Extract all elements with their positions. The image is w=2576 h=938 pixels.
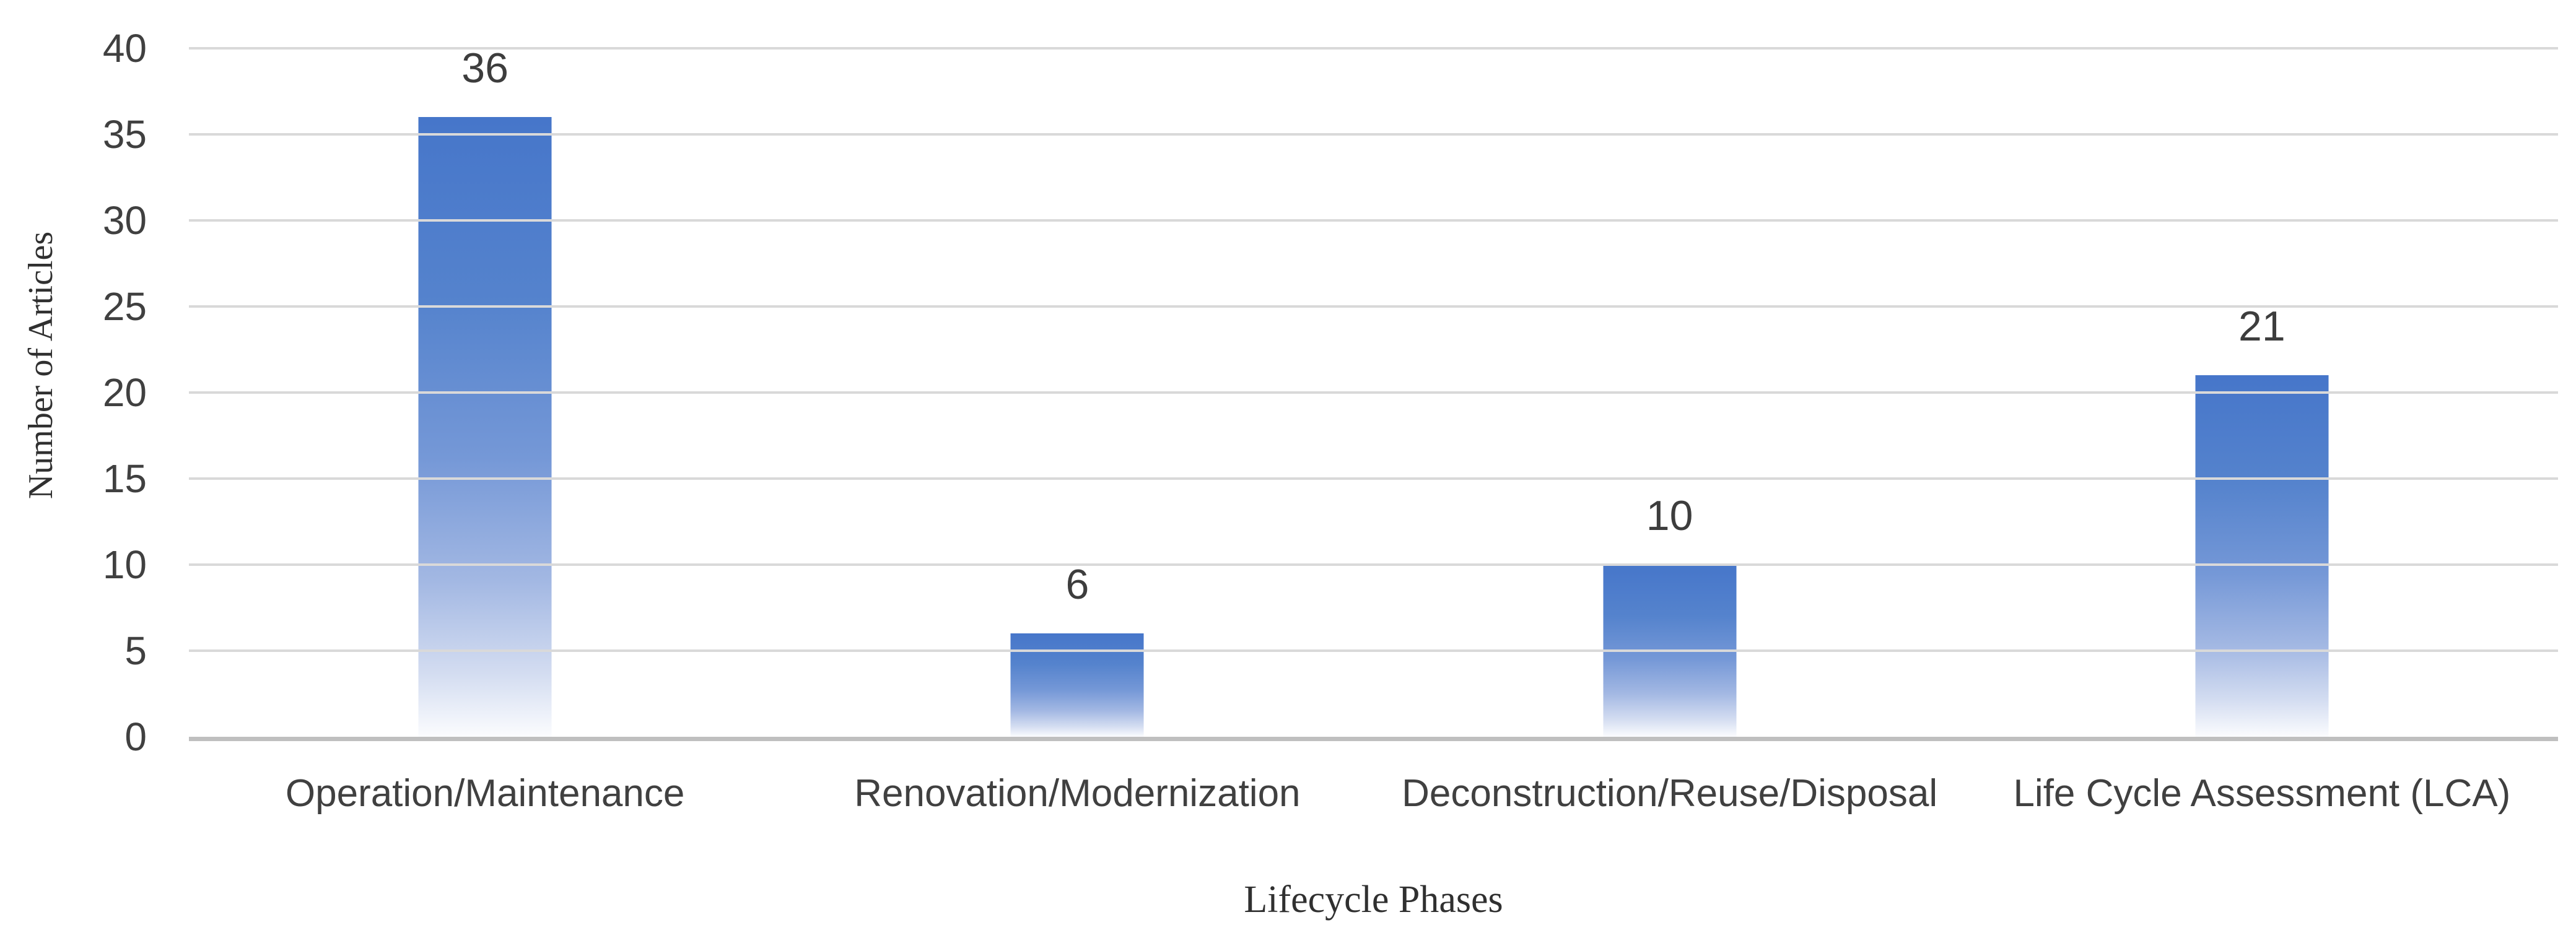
y-axis-title: Number of Articles — [22, 231, 60, 500]
category-cell-4: 21 — [1966, 48, 2558, 737]
category-labels-row: Operation/Maintenance Renovation/Moderniz… — [189, 772, 2558, 815]
category-label-2: Renovation/Modernization — [854, 772, 1301, 815]
y-tick-label-40: 40 — [102, 26, 147, 71]
y-tick-label-25: 25 — [102, 284, 147, 329]
category-label-1: Operation/Maintenance — [285, 772, 685, 815]
plot-area: 36 6 10 21 0 5 10 15 20 25 30 35 40 — [103, 28, 2558, 757]
gridline-y-30 — [189, 219, 2558, 222]
y-tick-label-5: 5 — [124, 628, 147, 673]
gridline-y-10 — [189, 563, 2558, 566]
gridline-y-20 — [189, 391, 2558, 394]
gridline-y-40 — [189, 47, 2558, 50]
data-label-2: 6 — [1065, 561, 1089, 609]
data-label-1: 36 — [461, 45, 509, 92]
gridline-y-25 — [189, 305, 2558, 308]
y-tick-label-35: 35 — [102, 112, 147, 157]
y-tick-label-10: 10 — [102, 542, 147, 587]
bar-1 — [418, 117, 552, 737]
x-axis-title: Lifecycle Phases — [1244, 879, 1503, 921]
y-tick-label-30: 30 — [102, 198, 147, 243]
data-label-4: 21 — [2238, 303, 2286, 350]
gridline-y-5 — [189, 649, 2558, 652]
y-tick-label-0: 0 — [124, 714, 147, 759]
category-label-4: Life Cycle Assessment (LCA) — [2013, 772, 2511, 815]
gridline-y-35 — [189, 133, 2558, 136]
bar-4 — [2195, 375, 2329, 737]
gridline-y-15 — [189, 477, 2558, 480]
data-label-3: 10 — [1646, 492, 1693, 539]
y-tick-label-20: 20 — [102, 370, 147, 415]
y-tick-label-15: 15 — [102, 456, 147, 501]
category-label-3: Deconstruction/Reuse/Disposal — [1402, 772, 1938, 815]
